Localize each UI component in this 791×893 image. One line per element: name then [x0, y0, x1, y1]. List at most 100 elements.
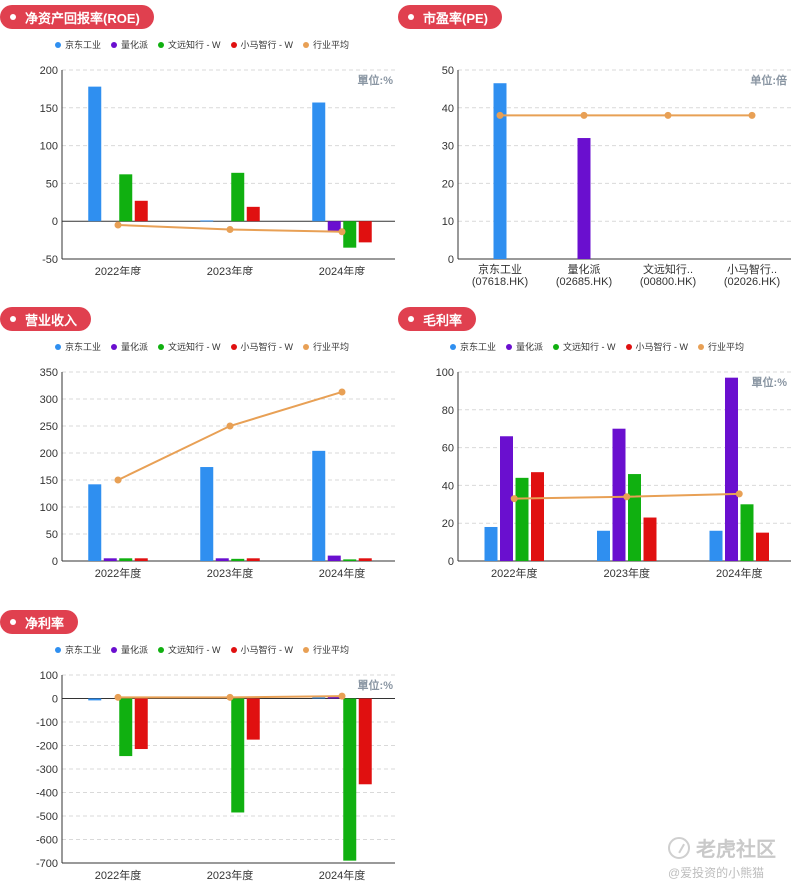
legend-swatch-icon — [230, 41, 237, 48]
chart-legend[interactable]: 京东工业 量化派 文远知行 - W 小马智行 - W 行业平均 — [55, 643, 349, 656]
legend-item[interactable]: 京东工业 — [55, 38, 101, 51]
legend-item[interactable]: 量化派 — [506, 340, 543, 353]
legend-item[interactable]: 行业平均 — [303, 38, 349, 51]
bar — [88, 698, 102, 701]
x-tick-label: 2023年度 — [207, 868, 253, 882]
tiger-logo-icon — [668, 836, 690, 859]
y-tick-label: -700 — [36, 858, 58, 870]
legend-item[interactable]: 行业平均 — [303, 643, 349, 656]
legend-item[interactable]: 文远知行 - W — [158, 340, 221, 353]
unit-label: 單位:% — [358, 678, 394, 692]
avg-point — [226, 226, 234, 234]
x-tick-label: 2024年度 — [319, 566, 365, 580]
legend-label: 京东工业 — [460, 342, 497, 352]
bar — [200, 467, 214, 561]
x-tick-label: (02026.HK) — [724, 276, 780, 288]
legend-item[interactable]: 量化派 — [111, 340, 148, 353]
legend-swatch-icon — [111, 343, 118, 350]
panel-title-badge: 营业收入 — [0, 307, 92, 331]
legend-item[interactable]: 文远知行 - W — [158, 643, 221, 656]
legend-item[interactable]: 量化派 — [111, 643, 148, 656]
legend-swatch-icon — [158, 343, 165, 350]
avg-point — [338, 692, 346, 700]
avg-point — [338, 228, 346, 236]
bar — [312, 102, 326, 222]
legend-item[interactable]: 小马智行 - W — [230, 38, 294, 51]
bar — [709, 530, 723, 561]
legend-label: 小马智行 - W — [240, 40, 294, 50]
x-tick-label: (07618.HK) — [472, 276, 528, 288]
y-tick-label: -100 — [36, 717, 58, 729]
bar — [756, 532, 769, 561]
legend-label: 小马智行 - W — [635, 342, 689, 352]
panel-net-margin: 净利率 京东工业 量化派 文远知行 - W 小马智行 - W 行业平均 -700 -600… — [0, 610, 395, 893]
avg-point — [338, 388, 346, 396]
x-tick-label: 2023年度 — [207, 566, 253, 580]
y-tick-label: 50 — [46, 178, 58, 190]
y-tick-label: -200 — [36, 741, 58, 753]
avg-point — [735, 490, 743, 498]
legend-item[interactable]: 京东工业 — [55, 340, 101, 353]
legend-item[interactable]: 行业平均 — [698, 340, 744, 353]
chart-revenue: 0 50 100 150 200 250 300 350 2022年度 2023年度 2024年度 — [40, 367, 395, 580]
legend-label: 京东工业 — [65, 40, 102, 50]
panel-title: 营业收入 — [25, 312, 78, 328]
y-tick-label: 40 — [442, 480, 454, 492]
avg-point — [114, 476, 122, 484]
legend-label: 量化派 — [121, 40, 149, 50]
chart-legend[interactable]: 京东工业 量化派 文远知行 - W 小马智行 - W 行业平均 — [55, 38, 349, 51]
watermark-brand: 老虎社区 — [696, 839, 776, 861]
legend-item[interactable]: 文远知行 - W — [158, 38, 221, 51]
legend-swatch-icon — [230, 646, 237, 653]
legend-item[interactable]: 文远知行 - W — [553, 340, 616, 353]
y-tick-label: 0 — [448, 254, 454, 266]
bar — [246, 206, 260, 222]
y-tick-label: 250 — [40, 421, 58, 433]
y-tick-label: 40 — [442, 103, 454, 115]
bar — [231, 172, 245, 222]
y-tick-label: 0 — [52, 216, 58, 228]
bar — [531, 472, 544, 561]
y-tick-label: 10 — [442, 216, 454, 228]
y-tick-label: -600 — [36, 835, 58, 847]
bar — [119, 174, 133, 222]
legend-label: 行业平均 — [313, 645, 350, 655]
panel-pe: 市盈率(PE) 0 10 20 30 40 50 单位:倍 京东工业 (07618.HK) 量化派… — [398, 5, 791, 295]
legend-item[interactable]: 京东工业 — [55, 643, 101, 656]
legend-item[interactable]: 小马智行 - W — [625, 340, 689, 353]
avg-point — [664, 111, 672, 119]
legend-label: 文远知行 - W — [168, 645, 221, 655]
bar — [612, 428, 626, 561]
chart-legend[interactable]: 京东工业 量化派 文远知行 - W 小马智行 - W 行业平均 — [450, 340, 744, 353]
legend-swatch-icon — [625, 343, 632, 350]
legend-item[interactable]: 京东工业 — [450, 340, 496, 353]
legend-label: 文远知行 - W — [168, 40, 221, 50]
avg-point — [226, 422, 234, 430]
panel-title: 毛利率 — [423, 312, 463, 328]
y-tick-label: 20 — [442, 178, 454, 190]
bar — [134, 200, 148, 222]
x-tick-label: 2022年度 — [95, 566, 141, 580]
legend-item[interactable]: 行业平均 — [303, 340, 349, 353]
y-tick-label: 20 — [442, 518, 454, 530]
avg-point — [510, 495, 518, 503]
legend-swatch-icon — [450, 343, 456, 350]
legend-label: 小马智行 - W — [240, 645, 294, 655]
x-tick-label: 2023年度 — [604, 566, 650, 580]
legend-swatch-icon — [55, 343, 61, 350]
legend-label: 量化派 — [516, 342, 544, 352]
chart-gross-margin: 0 20 40 60 80 100 單位:% 2022年度 2023年度 2024年度 — [436, 367, 791, 580]
legend-item[interactable]: 小马智行 - W — [230, 340, 293, 353]
panel-gross-margin: 毛利率 京东工业 量化派 文远知行 - W 小马智行 - W 行业平均 0 20 40 60 8… — [398, 307, 791, 587]
bar — [231, 698, 245, 813]
legend-item[interactable]: 量化派 — [111, 38, 148, 51]
legend-label: 行业平均 — [708, 342, 745, 352]
chart-legend[interactable]: 京东工业 量化派 文远知行 - W 小马智行 - W 行业平均 — [55, 340, 349, 353]
x-tick-label: 京东工业 — [478, 262, 522, 276]
bullet-icon — [10, 619, 16, 625]
bullet-icon — [10, 316, 16, 322]
bar — [343, 221, 357, 248]
legend-item[interactable]: 小马智行 - W — [230, 643, 294, 656]
unit-label: 單位:% — [358, 73, 394, 87]
y-tick-label: 100 — [40, 141, 58, 153]
